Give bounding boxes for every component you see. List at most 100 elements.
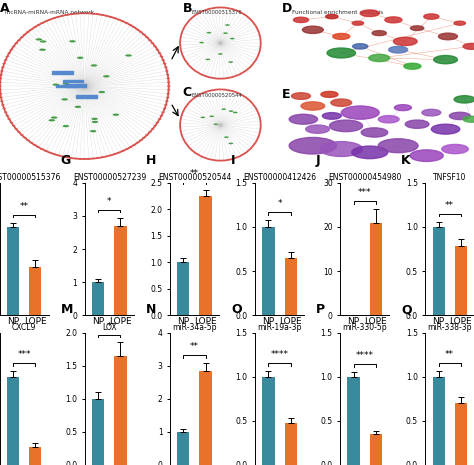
Text: D: D: [282, 2, 292, 15]
Circle shape: [254, 62, 255, 63]
Circle shape: [219, 78, 220, 79]
Circle shape: [214, 78, 216, 79]
Circle shape: [164, 66, 168, 68]
Circle shape: [206, 59, 210, 60]
Circle shape: [100, 14, 104, 15]
Circle shape: [254, 144, 255, 145]
Circle shape: [158, 119, 162, 120]
Circle shape: [0, 89, 2, 91]
Text: A: A: [0, 2, 9, 15]
Circle shape: [167, 86, 171, 87]
Circle shape: [26, 31, 30, 33]
Circle shape: [20, 134, 24, 135]
Circle shape: [378, 139, 418, 153]
Circle shape: [40, 22, 44, 24]
Circle shape: [33, 27, 36, 28]
Circle shape: [153, 125, 157, 126]
Circle shape: [218, 53, 223, 55]
Circle shape: [167, 89, 171, 91]
Circle shape: [454, 96, 474, 103]
Circle shape: [1, 104, 5, 106]
Circle shape: [82, 158, 86, 159]
Circle shape: [61, 156, 64, 157]
Circle shape: [293, 17, 309, 22]
Circle shape: [36, 38, 42, 40]
Circle shape: [321, 92, 338, 97]
Title: ENST00000527239: ENST00000527239: [73, 173, 146, 182]
Circle shape: [91, 158, 95, 159]
Circle shape: [96, 158, 100, 159]
Circle shape: [393, 37, 417, 46]
Text: ***: ***: [18, 351, 31, 359]
Circle shape: [166, 74, 170, 75]
Circle shape: [197, 72, 199, 73]
Circle shape: [87, 13, 91, 14]
Circle shape: [431, 124, 460, 134]
Title: miR-34a-5p: miR-34a-5p: [172, 323, 217, 332]
Circle shape: [378, 116, 399, 123]
Circle shape: [182, 111, 184, 112]
Circle shape: [205, 76, 207, 77]
Circle shape: [228, 159, 229, 160]
Circle shape: [199, 42, 204, 43]
Circle shape: [125, 148, 128, 150]
Bar: [284, 258, 297, 315]
Bar: [65, 84, 86, 86]
Circle shape: [210, 77, 211, 78]
Circle shape: [228, 61, 233, 63]
Circle shape: [26, 140, 30, 141]
Circle shape: [223, 160, 225, 161]
Circle shape: [327, 48, 356, 58]
Circle shape: [148, 131, 152, 133]
Bar: [177, 432, 190, 465]
Circle shape: [389, 46, 408, 53]
Circle shape: [91, 118, 98, 120]
Bar: [7, 377, 19, 465]
Circle shape: [360, 10, 379, 17]
Circle shape: [306, 125, 329, 133]
Circle shape: [151, 43, 155, 44]
Text: ENST00000515376: ENST00000515376: [192, 10, 243, 15]
Circle shape: [0, 82, 2, 83]
Text: G: G: [61, 153, 71, 166]
Circle shape: [292, 93, 310, 100]
Circle shape: [434, 55, 457, 64]
Circle shape: [422, 109, 441, 116]
Circle shape: [12, 46, 16, 47]
Circle shape: [139, 140, 143, 141]
Bar: [370, 434, 382, 465]
Title: ENST00000412426: ENST00000412426: [243, 173, 316, 182]
Bar: [29, 267, 41, 315]
Circle shape: [165, 70, 169, 72]
Circle shape: [302, 26, 323, 33]
Circle shape: [0, 86, 2, 87]
Text: E: E: [282, 88, 291, 101]
Circle shape: [2, 63, 6, 64]
Circle shape: [232, 91, 234, 92]
Text: ****: ****: [356, 352, 374, 360]
Circle shape: [260, 120, 261, 121]
Text: P: P: [316, 303, 325, 316]
Circle shape: [404, 63, 421, 69]
Circle shape: [331, 99, 352, 106]
Title: ENST00000515376: ENST00000515376: [0, 173, 61, 182]
Text: K: K: [401, 153, 410, 166]
Circle shape: [236, 10, 238, 11]
Circle shape: [2, 108, 6, 109]
Circle shape: [230, 38, 235, 40]
Bar: [92, 399, 104, 465]
Circle shape: [197, 154, 199, 155]
Title: ENST00000454980: ENST00000454980: [328, 173, 401, 182]
Circle shape: [63, 82, 69, 85]
Circle shape: [454, 21, 465, 25]
Circle shape: [160, 115, 164, 116]
Bar: [370, 223, 382, 315]
Circle shape: [109, 16, 112, 18]
Circle shape: [167, 82, 171, 83]
Title: miR-19a-3p: miR-19a-3p: [257, 323, 302, 332]
Bar: [433, 227, 445, 315]
Title: LOX: LOX: [102, 323, 117, 332]
Text: N: N: [146, 303, 156, 316]
Circle shape: [259, 51, 261, 52]
Circle shape: [333, 33, 350, 40]
